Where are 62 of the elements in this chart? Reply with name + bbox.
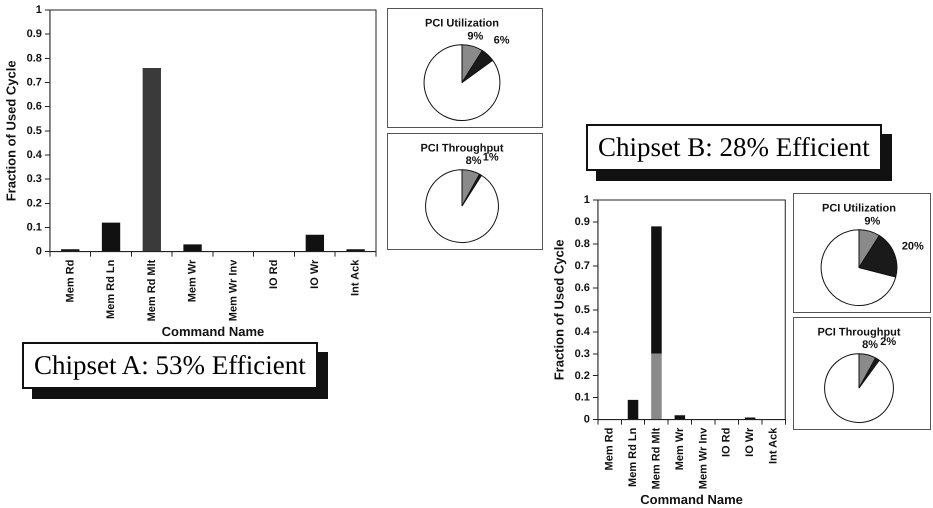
y-tick-label: 0.7: [26, 76, 42, 89]
x-tick-label: Mem Rd: [64, 260, 76, 302]
bar: [183, 244, 202, 252]
y-tick-label: 0.8: [574, 238, 590, 250]
bar: [628, 400, 638, 420]
data-label: 2%: [880, 336, 896, 348]
y-tick-label: 0.9: [26, 28, 42, 40]
x-tick-label: IO Rd: [268, 260, 280, 290]
y-tick-label: 0.6: [26, 100, 42, 113]
y-tick-label: 0.8: [26, 52, 42, 64]
chart-title: PCI Throughput: [817, 326, 901, 339]
y-tick-label: 0.6: [574, 282, 590, 294]
y-tick-label: 0: [584, 414, 590, 426]
x-axis-title: Command Name: [162, 324, 264, 339]
y-tick-label: 1: [584, 194, 590, 206]
y-tick-label: 0.5: [26, 124, 42, 137]
chart-title: PCI Utilization: [425, 18, 500, 30]
y-tick-label: 0.3: [26, 173, 42, 186]
chart-title: PCI Utilization: [822, 202, 896, 215]
bar: [651, 354, 662, 420]
y-tick-label: 0.2: [574, 370, 590, 382]
bar: [651, 226, 662, 354]
data-label: 20%: [902, 240, 924, 252]
x-tick-label: Mem Wr: [186, 258, 199, 302]
x-tick-label: Mem Rd Ln: [105, 259, 118, 319]
data-label: 8%: [862, 339, 878, 352]
x-tick-label: Mem Rd Ln: [627, 427, 640, 487]
bar: [142, 68, 161, 252]
data-label: 9%: [864, 216, 881, 228]
y-tick-label: 0.3: [574, 348, 590, 360]
x-tick-label: Int Ack: [768, 426, 780, 464]
x-tick-label: Mem Wr Inv: [697, 426, 710, 490]
y-tick-label: 0.1: [574, 392, 590, 404]
bar: [102, 222, 120, 252]
y-tick-label: 0.2: [26, 197, 42, 210]
y-tick-label: 0.1: [26, 222, 42, 234]
x-tick-label: Int Ack: [350, 258, 362, 296]
data-label: 6%: [494, 34, 510, 46]
y-axis-title: Fraction of Used Cycle: [551, 239, 566, 380]
x-tick-label: Mem Rd Mlt: [146, 259, 158, 322]
x-tick-label: Mem Wr: [674, 426, 686, 470]
data-label: 8%: [466, 155, 482, 168]
x-tick-label: Mem Rd Mlt: [650, 427, 662, 490]
y-tick-label: 0.4: [574, 326, 591, 338]
bar: [674, 415, 686, 420]
y-tick-label: 0.7: [574, 260, 590, 272]
x-tick-label: Mem Rd: [604, 428, 616, 470]
bar: [306, 234, 324, 252]
y-axis-title: Fraction of Used Cycle: [3, 60, 18, 202]
x-tick-label: IO Rd: [720, 428, 733, 458]
y-tick-label: 0.5: [574, 304, 590, 316]
text: Chipset A: 53% Efficient: [22, 342, 318, 389]
y-tick-label: 0.4: [26, 149, 43, 162]
y-tick-label: 0.9: [574, 216, 590, 228]
x-tick-label: IO Wr: [308, 258, 321, 289]
x-tick-label: IO Wr: [744, 426, 756, 457]
y-tick-label: 0: [36, 246, 42, 258]
data-label: 9%: [467, 30, 484, 43]
x-tick-label: Mem Wr Inv: [227, 258, 240, 322]
x-axis-title: Command Name: [640, 492, 743, 507]
y-tick-label: 1: [36, 4, 42, 16]
text: Chipset B: 28% Efficient: [586, 124, 882, 171]
